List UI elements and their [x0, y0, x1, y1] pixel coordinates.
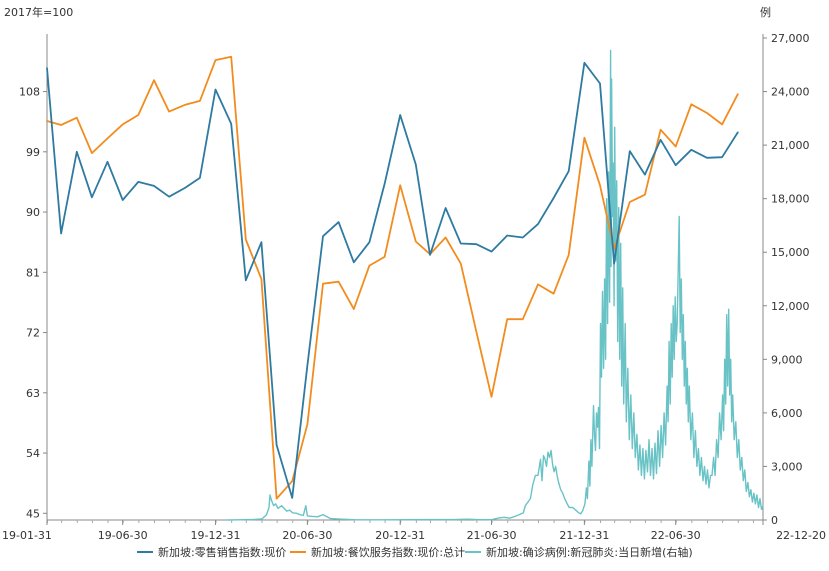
legend-label-3: 新加坡:确诊病例:新冠肺炎:当日新增(右轴) — [486, 545, 693, 559]
right-axis-tick-label: 21,000 — [771, 139, 810, 152]
x-axis-tick-label: 21-12-31 — [559, 529, 609, 542]
x-axis-tick-label: 20-06-30 — [282, 529, 332, 542]
x-axis-tick-label: 22-12-20 — [776, 529, 826, 542]
x-axis-tick-label: 20-12-31 — [375, 529, 425, 542]
right-axis-tick-label: 0 — [771, 514, 778, 527]
series-lines — [46, 49, 764, 521]
right-axis-tick-label: 12,000 — [771, 300, 810, 313]
x-axis-tick-label: 19-01-31 — [2, 529, 52, 542]
left-axis-tick-label: 99 — [26, 146, 40, 159]
x-axis-tick-label: 19-12-31 — [191, 529, 241, 542]
legend: 新加坡:零售销售指数:现价 新加坡:餐饮服务指数:现价:总计 新加坡:确诊病例:新冠… — [137, 545, 693, 559]
right-axis-tick-label: 18,000 — [771, 193, 810, 206]
right-axis-tick-label: 27,000 — [771, 32, 810, 45]
left-axis-tick-label: 90 — [26, 206, 40, 219]
series-line-3 — [226, 49, 764, 521]
right-axis-tick-label: 24,000 — [771, 86, 810, 99]
right-axis-tick-label: 6,000 — [771, 407, 803, 420]
x-axis-tick-label: 21-06-30 — [467, 529, 517, 542]
left-axis-tick-label: 108 — [19, 86, 40, 99]
left-axis-tick-label: 45 — [26, 507, 40, 520]
right-axis-unit-label: 例 — [760, 5, 771, 19]
series-line-1 — [46, 61, 739, 499]
right-axis-tick-label: 3,000 — [771, 460, 803, 473]
legend-label-1: 新加坡:零售销售指数:现价 — [158, 545, 286, 559]
series-line-2 — [46, 55, 739, 500]
right-axis-tick-label: 9,000 — [771, 353, 803, 366]
x-axis-tick-label: 19-06-30 — [98, 529, 148, 542]
axes: 45 54 63 72 81 90 99 108 0 3,000 6,000 9,000 12,000 1… — [2, 32, 826, 542]
left-axis-tick-label: 54 — [26, 447, 40, 460]
left-axis-tick-label: 81 — [26, 266, 40, 279]
left-axis-tick-label: 63 — [26, 387, 40, 400]
right-axis-tick-label: 15,000 — [771, 246, 810, 259]
left-axis-unit-label: 2017年=100 — [4, 5, 73, 19]
x-axis-tick-label: 22-06-30 — [651, 529, 701, 542]
legend-label-2: 新加坡:餐饮服务指数:现价:总计 — [311, 545, 465, 559]
left-axis-tick-label: 72 — [26, 327, 40, 340]
